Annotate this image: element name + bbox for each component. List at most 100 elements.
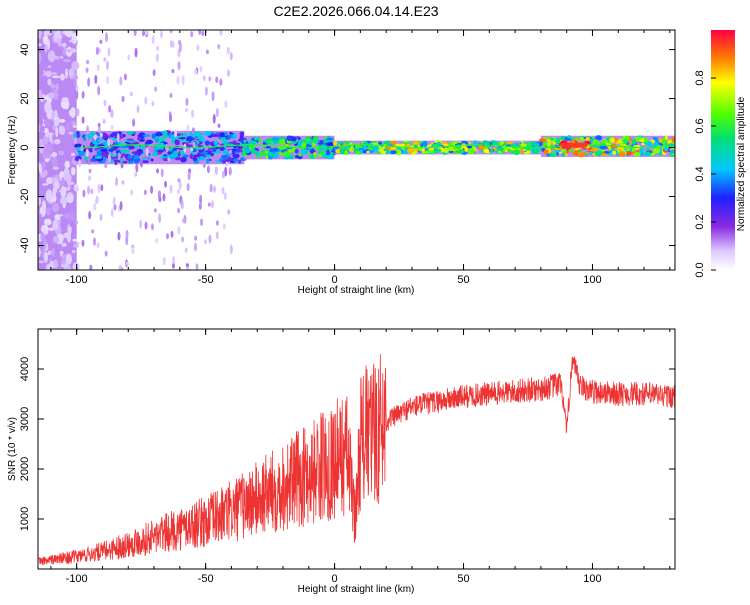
spectrogram-noise-cell [177,76,180,85]
spectrogram-cell [45,158,49,162]
spectrogram-cell [233,159,240,162]
spectrogram-noise-cell [88,211,91,219]
spectrogram-cell [334,146,339,149]
spectrogram-cell [66,194,73,203]
spectrogram-cell [665,136,668,141]
spectrogram-cell [658,139,662,143]
spectrogram-cell [282,151,290,157]
spectrogram-noise-cell [106,61,109,70]
spectrogram-noise-cell [78,159,81,167]
spectrogram-cell [644,137,648,143]
spectrogram-noise-cell [215,77,218,84]
spectrogram-cell [51,72,57,75]
spectrogram-noise-cell [156,53,159,62]
spectrogram-cell [186,136,193,142]
spectrogram-cell [206,159,209,164]
spectrogram-noise-cell [158,213,161,223]
spectrogram-cell [51,248,55,257]
spectrogram-noise-cell [139,220,142,229]
spectrogram-noise-cell [81,145,84,151]
spectrogram-cell [73,126,78,128]
spectrogram-cell [97,139,102,142]
spectrogram-noise-cell [170,28,173,34]
spectrogram-cell [54,214,60,220]
spectrogram-noise-cell [201,31,204,36]
spectrogram-noise-cell [91,229,94,233]
spectrogram-cell [70,87,73,93]
spectrogram-noise-cell [170,231,173,238]
spectrogram-noise-cell [106,76,109,84]
spectrogram-cell [60,126,66,135]
spectrogram-noise-cell [88,156,91,165]
spectrogram-cell [565,137,568,140]
spectrogram-noise-cell [174,129,177,137]
spectrogram-noise-cell [170,93,173,98]
spectrogram-noise-cell [213,186,216,193]
spectrogram-y-tick-label: 20 [19,92,31,104]
spectrogram-cell [59,119,65,123]
spectrogram-noise-cell [156,46,159,51]
spectrogram-cell [122,161,127,164]
spectrogram-noise-cell [86,136,89,145]
spectrogram-cell [44,119,52,125]
spectrogram-noise-cell [148,146,151,151]
spectrogram-noise-cell [165,144,168,151]
spectrogram-cell [435,149,442,152]
spectrogram-noise-cell [230,244,233,254]
spectrogram-cell [39,119,43,126]
spectrogram-cell [244,147,249,153]
spectrogram-x-tick-label: 50 [457,274,469,286]
spectrogram-cell [183,155,189,158]
spectrogram-noise-cell [137,105,140,113]
spectrogram-cell [403,142,411,144]
spectrogram-noise-cell [122,96,125,103]
spectrogram-noise-cell [82,116,85,123]
spectrogram-cell [56,38,62,42]
spectrogram-noise-cell [178,61,181,70]
spectrogram-cell [212,148,217,152]
spectrogram-cell [618,151,625,157]
spectrogram-cell [202,151,207,154]
spectrogram-noise-cell [212,91,215,101]
spectrogram-noise-cell [172,263,175,268]
spectrogram-cell [520,149,524,153]
spectrogram-noise-cell [87,77,90,87]
spectrogram-cell [52,110,55,121]
spectrogram-noise-cell [132,119,135,127]
spectrogram-cell [295,149,299,154]
spectrogram-noise-cell [217,44,220,49]
spectrogram-noise-cell [151,101,154,106]
colorbar-tick-label: 0.0 [694,262,706,277]
spectrogram-cell [219,137,223,140]
spectrogram-noise-cell [181,236,184,242]
spectrogram-cell [311,154,314,159]
spectrogram-noise-cell [219,27,222,36]
spectrogram-noise-cell [100,133,103,138]
snr-x-tick-label: 100 [583,573,601,585]
spectrogram-cell [134,159,139,164]
spectrogram-cell [228,157,233,161]
spectrogram-noise-cell [142,30,145,36]
spectrogram-noise-cell [170,185,173,194]
spectrogram-cell [363,141,368,146]
spectrogram-cell [126,150,130,153]
spectrogram-cell [174,139,180,144]
spectrogram-noise-cell [199,195,202,205]
colorbar-tick-label: 0.2 [694,214,706,229]
spectrogram-cell [46,133,54,135]
spectrogram-cell [68,132,73,135]
spectrogram-noise-cell [215,166,218,175]
spectrogram-y-tick-label: -20 [19,189,31,205]
spectrogram-noise-cell [156,168,159,173]
spectrogram-cell [60,74,65,81]
spectrogram-cell [316,146,319,151]
spectrogram-cell [588,152,591,155]
spectrogram-noise-cell [200,218,203,226]
spectrogram-cell [539,142,544,146]
spectrogram-noise-cell [217,124,220,128]
spectrogram-noise-cell [213,114,216,124]
spectrogram-cell [220,132,225,137]
spectrogram-cell [66,122,69,131]
colorbar-gradient [711,30,735,270]
spectrogram-noise-cell [113,150,116,155]
